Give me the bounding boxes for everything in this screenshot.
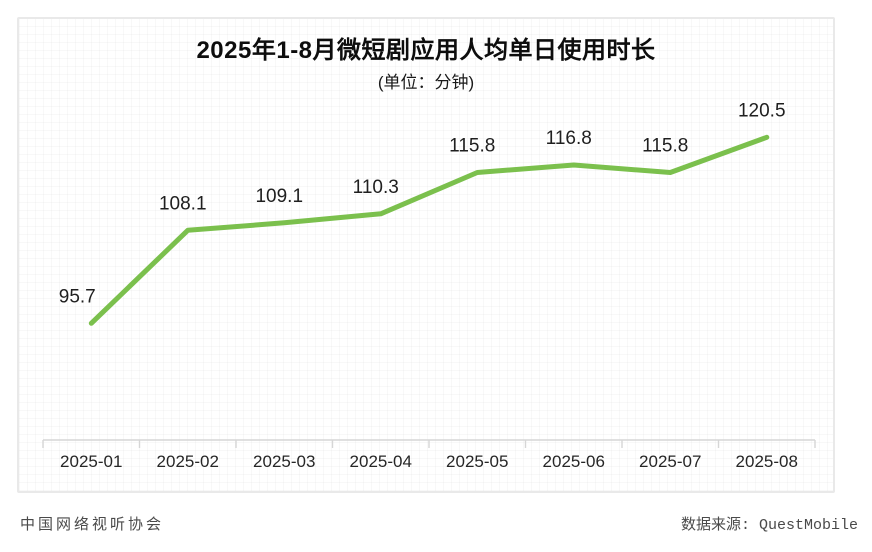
- x-tick-label: 2025-08: [736, 452, 798, 471]
- data-label: 115.8: [449, 136, 495, 157]
- data-label: 108.1: [159, 193, 207, 214]
- data-label: 110.3: [353, 177, 399, 198]
- data-label: 115.8: [642, 136, 688, 157]
- footer-data-source: 数据来源: QuestMobile: [680, 517, 858, 534]
- line-chart-svg: 95.7 108.1 109.1 110.3 115.8 116.8 115.8 120.5 2…: [42, 100, 816, 471]
- page-footer: 中国网络视听协会 数据来源: QuestMobile: [20, 513, 858, 534]
- data-label: 109.1: [255, 186, 303, 207]
- x-tick-label: 2025-05: [446, 452, 508, 471]
- series-line: [88, 134, 770, 326]
- footer-organization: 中国网络视听协会: [20, 517, 165, 533]
- chart-title: 2025年1-8月微短剧应用人均单日使用时长: [196, 37, 656, 64]
- x-tick-label: 2025-06: [543, 452, 605, 471]
- data-label: 95.7: [59, 286, 96, 307]
- x-tick-label: 2025-04: [350, 452, 412, 471]
- data-label: 116.8: [546, 128, 592, 149]
- x-tick-label: 2025-01: [60, 452, 122, 471]
- x-tick-label: 2025-02: [157, 452, 219, 471]
- x-tick-label: 2025-03: [253, 452, 315, 471]
- chart-card: 2025年1-8月微短剧应用人均单日使用时长 (单位：分钟) 95.7 108.1…: [17, 17, 835, 493]
- chart-subtitle: (单位：分钟): [377, 73, 475, 92]
- x-tick-label: 2025-07: [639, 452, 701, 471]
- data-label: 120.5: [738, 100, 786, 121]
